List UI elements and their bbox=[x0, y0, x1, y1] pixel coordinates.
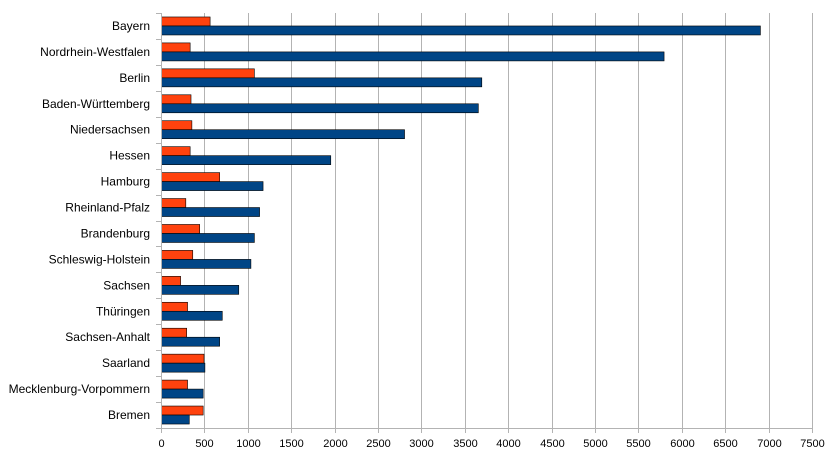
x-tick-label: 500 bbox=[195, 438, 213, 450]
bar-series-2 bbox=[161, 181, 264, 191]
category-label: Niedersachsen bbox=[70, 123, 150, 137]
x-tick-label: 6500 bbox=[713, 438, 737, 450]
axes bbox=[156, 13, 813, 433]
bar-series-2 bbox=[161, 285, 240, 295]
bar-series-1 bbox=[161, 250, 194, 260]
bar-series-1 bbox=[161, 301, 188, 312]
x-tick-label: 6000 bbox=[670, 438, 694, 450]
x-tick-label: 4000 bbox=[496, 438, 520, 450]
bar-series-2 bbox=[161, 155, 332, 165]
x-tick-label: 3500 bbox=[453, 438, 477, 450]
bars bbox=[161, 16, 761, 425]
bar-series-2 bbox=[161, 129, 405, 140]
category-label: Brandenburg bbox=[81, 226, 150, 240]
bar-series-2 bbox=[161, 336, 220, 347]
x-tick-label: 1000 bbox=[236, 438, 260, 450]
bar-series-2 bbox=[161, 388, 204, 399]
x-tick-label: 0 bbox=[158, 438, 164, 450]
bar-series-2 bbox=[161, 207, 260, 217]
category-label: Sachsen bbox=[103, 278, 150, 292]
category-label: Bremen bbox=[108, 408, 150, 422]
bar-series-1 bbox=[161, 353, 205, 364]
x-tick-label: 2500 bbox=[366, 438, 390, 450]
x-tick-label: 5000 bbox=[583, 438, 607, 450]
category-label: Mecklenburg-Vorpommern bbox=[9, 382, 150, 396]
category-label: Schleswig-Holstein bbox=[49, 252, 150, 266]
x-tick-label: 2000 bbox=[323, 438, 347, 450]
bar-series-1 bbox=[161, 224, 200, 234]
category-label: Saarland bbox=[102, 356, 150, 370]
bar-series-1 bbox=[161, 16, 211, 27]
bar-series-1 bbox=[161, 146, 191, 156]
category-label: Rheinland-Pfalz bbox=[65, 201, 150, 215]
x-tick-label: 4500 bbox=[540, 438, 564, 450]
bar-series-1 bbox=[161, 172, 220, 182]
bar-series-1 bbox=[161, 42, 191, 53]
x-tick-label: 5500 bbox=[626, 438, 650, 450]
bar-series-1 bbox=[161, 276, 181, 286]
category-labels: Bayern Nordrhein-Westfalen Berlin Baden-Wür… bbox=[9, 19, 151, 422]
bar-series-2 bbox=[161, 233, 255, 243]
bar-series-2 bbox=[161, 259, 252, 269]
bar-series-2 bbox=[161, 414, 190, 425]
bar-series-1 bbox=[161, 379, 188, 390]
category-label: Bayern bbox=[112, 19, 150, 33]
bar-series-2 bbox=[161, 362, 206, 373]
bar-series-2 bbox=[161, 103, 479, 114]
x-tick-label: 3000 bbox=[409, 438, 433, 450]
x-tick-label: 7500 bbox=[800, 438, 824, 450]
bar-series-2 bbox=[161, 310, 223, 321]
bar-series-1 bbox=[161, 120, 193, 131]
category-label: Nordrhein-Westfalen bbox=[40, 45, 150, 59]
category-label: Berlin bbox=[119, 71, 150, 85]
bar-series-2 bbox=[161, 51, 665, 62]
bar-series-1 bbox=[161, 405, 204, 416]
bar-series-1 bbox=[161, 327, 187, 338]
x-tick-label: 1500 bbox=[279, 438, 303, 450]
bar-series-1 bbox=[161, 94, 192, 105]
bar-series-1 bbox=[161, 198, 187, 208]
gridlines bbox=[204, 13, 813, 428]
category-label: Thüringen bbox=[96, 304, 150, 318]
x-tick-label: 7000 bbox=[757, 438, 781, 450]
bar-series-2 bbox=[161, 25, 761, 36]
x-tick-labels: 0 500 1000 1500 2000 2500 3000 3500 4000 4500 5000… bbox=[158, 438, 824, 450]
category-label: Hessen bbox=[109, 149, 150, 163]
bar-series-2 bbox=[161, 77, 483, 88]
category-label: Sachsen-Anhalt bbox=[65, 330, 150, 344]
bar-series-1 bbox=[161, 68, 255, 79]
category-label: Baden-Württemberg bbox=[42, 97, 150, 111]
category-label: Hamburg bbox=[101, 175, 150, 189]
